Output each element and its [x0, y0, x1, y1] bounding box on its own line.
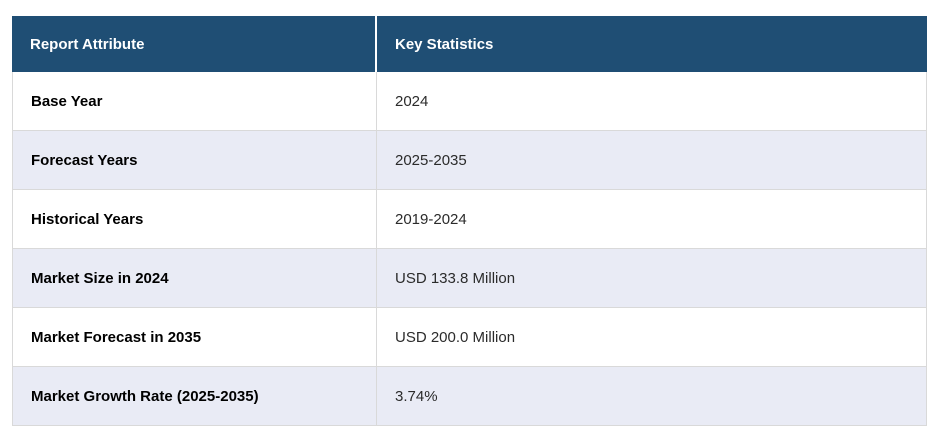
- value-cell: USD 200.0 Million: [377, 308, 927, 367]
- attribute-cell: Market Forecast in 2035: [12, 308, 377, 367]
- attribute-cell: Forecast Years: [12, 131, 377, 190]
- value-cell: 2025-2035: [377, 131, 927, 190]
- attribute-cell: Historical Years: [12, 190, 377, 249]
- attribute-cell: Market Size in 2024: [12, 249, 377, 308]
- value-cell: 2024: [377, 72, 927, 131]
- value-cell: USD 133.8 Million: [377, 249, 927, 308]
- table-row-market-growth-rate: Market Growth Rate (2025-2035) 3.74%: [12, 367, 927, 426]
- column-header-report-attribute: Report Attribute: [12, 16, 377, 72]
- table-header-row: Report Attribute Key Statistics: [12, 16, 927, 72]
- attribute-cell: Market Growth Rate (2025-2035): [12, 367, 377, 426]
- report-attributes-table: Report Attribute Key Statistics Base Yea…: [12, 16, 927, 426]
- value-cell: 2019-2024: [377, 190, 927, 249]
- attribute-cell: Base Year: [12, 72, 377, 131]
- report-statistics-table-container: Report Attribute Key Statistics Base Yea…: [12, 16, 927, 426]
- table-row-market-forecast-2035: Market Forecast in 2035 USD 200.0 Millio…: [12, 308, 927, 367]
- column-header-key-statistics: Key Statistics: [377, 16, 927, 72]
- table-row-market-size-2024: Market Size in 2024 USD 133.8 Million: [12, 249, 927, 308]
- table-row-base-year: Base Year 2024: [12, 72, 927, 131]
- table-row-forecast-years: Forecast Years 2025-2035: [12, 131, 927, 190]
- table-row-historical-years: Historical Years 2019-2024: [12, 190, 927, 249]
- value-cell: 3.74%: [377, 367, 927, 426]
